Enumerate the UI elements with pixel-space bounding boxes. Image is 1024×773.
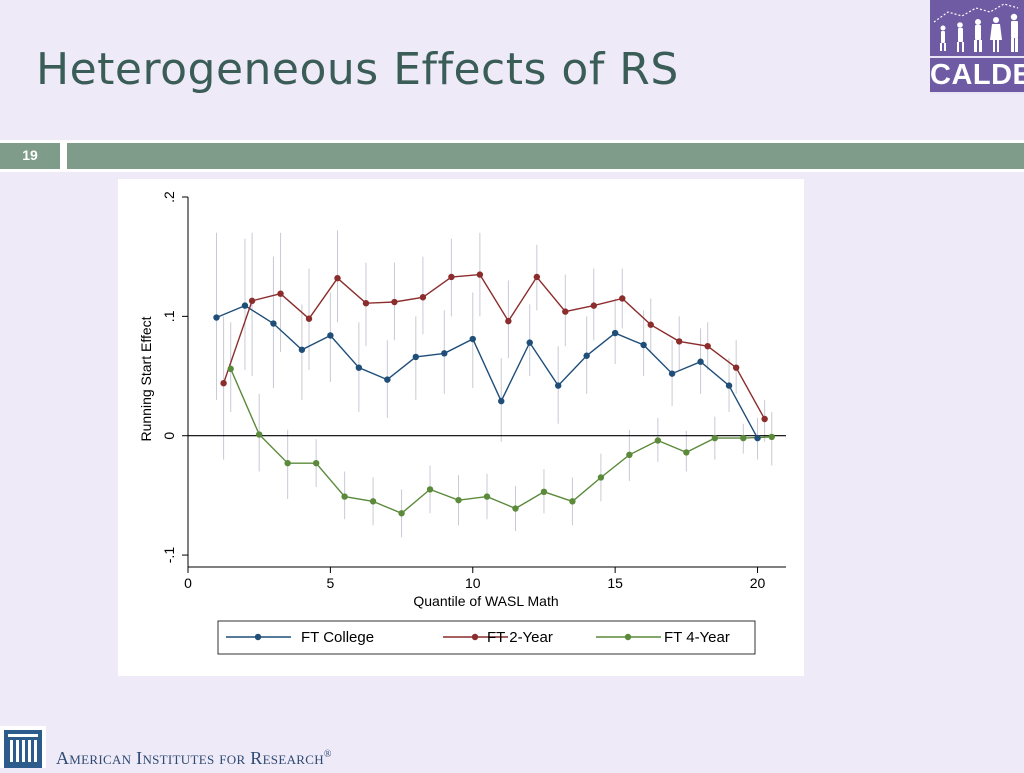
line-chart: 0 5 10 15 20 -.1 0 .1 .2 Quantile of WASL Math R… <box>138 191 786 655</box>
data-point <box>540 488 548 496</box>
x-tick-label: 15 <box>607 575 623 591</box>
data-point <box>476 271 484 278</box>
data-point <box>341 493 348 500</box>
data-point <box>412 353 420 361</box>
data-point <box>512 505 519 512</box>
slide-title: Heterogeneous Effects of RS <box>36 44 679 95</box>
data-point <box>611 329 619 337</box>
x-tick-label: 5 <box>326 575 334 591</box>
legend-marker <box>471 633 479 641</box>
data-point <box>469 335 476 343</box>
y-tick-label: .1 <box>161 310 177 322</box>
axes: 0 5 10 15 20 -.1 0 .1 .2 <box>161 191 786 591</box>
y-tick-label: -.1 <box>161 547 177 564</box>
registered-mark: ® <box>323 749 332 760</box>
data-point <box>298 346 306 353</box>
x-tick-label: 20 <box>750 575 766 591</box>
data-point <box>640 341 647 349</box>
air-logo-icon <box>0 726 46 768</box>
data-point <box>270 320 277 327</box>
data-point <box>448 273 455 281</box>
data-point <box>754 434 761 442</box>
chart-legend: FT College FT 2-Year FT 4-Year <box>217 620 756 655</box>
data-point <box>562 308 569 315</box>
legend-label: FT College <box>301 629 374 646</box>
data-point <box>569 498 576 505</box>
data-point <box>761 415 768 423</box>
data-point <box>227 365 234 373</box>
series-line <box>222 273 766 420</box>
data-point <box>554 382 562 389</box>
data-point <box>704 342 711 350</box>
x-axis-label: Quantile of WASL Math <box>413 593 558 609</box>
data-point <box>255 431 263 438</box>
data-point <box>241 302 249 309</box>
footer-org-name: American Institutes for Research <box>56 748 324 768</box>
calder-logo: CALDER <box>930 0 1024 94</box>
legend-label: FT 4-Year <box>664 629 730 646</box>
data-point <box>277 290 284 297</box>
data-point <box>362 300 370 307</box>
y-tick-label: 0 <box>161 432 177 440</box>
data-point <box>683 449 690 456</box>
legend-marker <box>624 633 632 641</box>
data-point <box>369 498 377 505</box>
data-point <box>334 274 341 282</box>
legend-marker <box>254 633 262 641</box>
logo-text: CALDER <box>930 58 1024 92</box>
data-point <box>711 434 719 442</box>
series-points <box>213 271 775 517</box>
series-line <box>230 368 772 515</box>
data-point <box>590 302 597 309</box>
data-point <box>647 321 654 328</box>
data-point <box>505 317 512 325</box>
data-point <box>305 315 313 322</box>
data-point <box>583 352 590 359</box>
data-point <box>526 339 533 346</box>
data-point <box>498 397 505 405</box>
data-point <box>220 379 227 387</box>
data-point <box>398 510 405 517</box>
data-point <box>391 298 398 306</box>
data-point <box>419 294 427 301</box>
data-point <box>384 376 391 383</box>
chart-panel: 0 5 10 15 20 -.1 0 .1 .2 Quantile of WASL Math R… <box>118 179 804 676</box>
y-tick-label: .2 <box>161 191 177 203</box>
walking-figures-icon <box>933 3 1019 52</box>
data-point <box>597 474 605 481</box>
data-point <box>676 338 683 345</box>
data-point <box>483 493 491 500</box>
slide-header-strip <box>67 143 1024 169</box>
data-point <box>619 295 626 302</box>
data-point <box>441 350 448 357</box>
data-point <box>455 496 462 504</box>
data-point <box>213 314 220 321</box>
x-tick-label: 0 <box>184 575 192 591</box>
x-tick-label: 10 <box>465 575 481 591</box>
data-point <box>654 437 662 444</box>
slide-number: 19 <box>0 143 60 169</box>
data-point <box>284 459 291 467</box>
series-lines <box>216 273 772 515</box>
data-point <box>533 273 541 281</box>
data-point <box>312 459 320 467</box>
data-point <box>768 433 775 441</box>
data-point <box>426 486 434 493</box>
data-point <box>626 451 633 459</box>
confidence-intervals <box>215 230 773 538</box>
data-point <box>668 370 676 377</box>
y-axis-label: Running Start Effect <box>138 316 154 441</box>
data-point <box>740 434 747 442</box>
footer-organization: American Institutes for Research® <box>56 748 332 769</box>
data-point <box>725 382 733 389</box>
data-point <box>248 297 256 305</box>
data-point <box>732 364 740 371</box>
logo-figures-panel <box>930 0 1024 56</box>
legend-label: FT 2-Year <box>487 629 553 646</box>
data-point <box>697 358 704 365</box>
series-line <box>216 304 759 439</box>
data-point <box>355 364 363 371</box>
data-point <box>327 332 334 339</box>
